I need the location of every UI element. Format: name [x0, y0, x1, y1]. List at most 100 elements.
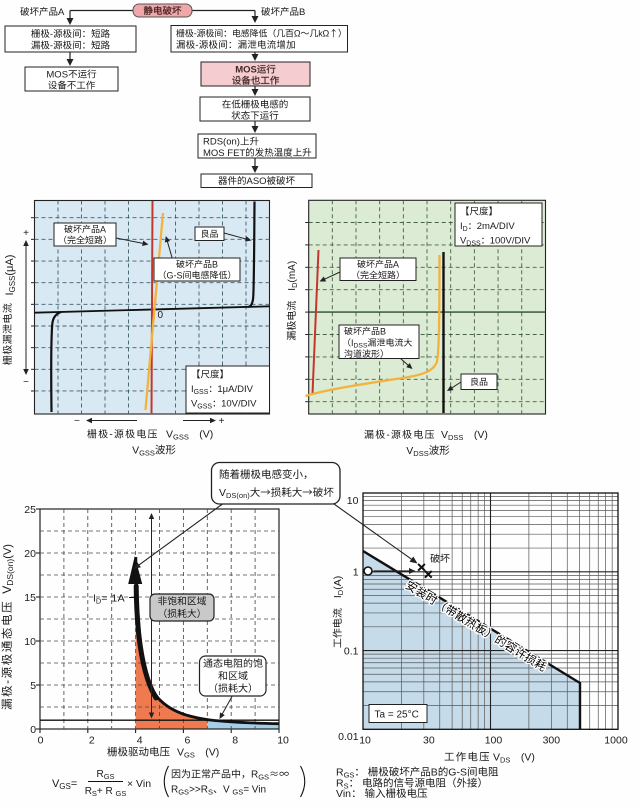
svg-text:R: R — [85, 786, 92, 797]
svg-text:B: B — [380, 326, 386, 336]
svg-text:GS: GS — [59, 782, 71, 791]
svg-text:I: I — [4, 292, 16, 295]
svg-text:(V): (V) — [2, 544, 14, 559]
svg-text:DS(on): DS(on) — [226, 491, 250, 500]
svg-text:MOS: MOS — [235, 65, 257, 76]
svg-text:V: V — [52, 778, 60, 790]
svg-text:+ R: + R — [97, 786, 113, 797]
svg-text:V: V — [493, 752, 500, 764]
svg-text:0.01: 0.01 — [338, 731, 359, 743]
svg-text:G-S: G-S — [448, 767, 467, 779]
svg-text:GSS: GSS — [194, 389, 209, 396]
svg-text:10: 10 — [277, 735, 289, 747]
svg-text:GS: GS — [258, 773, 269, 782]
svg-text:=: = — [71, 778, 77, 790]
svg-text:GS: GS — [232, 788, 243, 797]
svg-text:V: V — [441, 429, 448, 441]
svg-text:V: V — [0, 586, 14, 594]
svg-text:A: A — [100, 224, 106, 234]
svg-text:(V): (V) — [521, 752, 535, 764]
svg-text:(V): (V) — [474, 429, 488, 441]
svg-text:GS: GS — [344, 771, 355, 780]
svg-text:GS: GS — [104, 772, 115, 781]
svg-text:V: V — [219, 487, 226, 499]
svg-text:V: V — [223, 785, 230, 796]
svg-text:GSS: GSS — [8, 276, 17, 293]
svg-text:D: D — [290, 282, 299, 288]
svg-text:>>R: >>R — [189, 785, 208, 796]
svg-text:= 1A: = 1A — [101, 593, 125, 605]
svg-text:+: + — [23, 228, 29, 239]
svg-text:RDS(on): RDS(on) — [203, 137, 240, 148]
svg-text:Vin: Vin — [336, 788, 351, 800]
svg-text:-: - — [109, 430, 114, 441]
svg-text:-: - — [50, 41, 53, 52]
svg-text:GSS: GSS — [173, 433, 189, 442]
svg-text:ASO: ASO — [247, 176, 267, 187]
svg-text:-: - — [194, 29, 197, 39]
svg-text:GS: GS — [116, 789, 127, 798]
svg-text:15: 15 — [24, 592, 36, 604]
svg-text:0: 0 — [158, 310, 164, 321]
svg-text:V: V — [132, 445, 139, 457]
svg-text:D: D — [336, 589, 345, 595]
svg-text:kΩ: kΩ — [318, 29, 329, 39]
svg-text:GSS: GSS — [139, 449, 155, 458]
svg-text:4: 4 — [137, 735, 143, 747]
svg-text:I: I — [93, 593, 96, 605]
svg-text:I: I — [460, 221, 463, 232]
svg-text:A: A — [393, 259, 399, 269]
svg-text:× Vin: × Vin — [127, 778, 151, 790]
svg-text:Ω: Ω — [294, 29, 301, 39]
svg-text:25: 25 — [24, 504, 36, 516]
svg-text:= Vin: = Vin — [243, 785, 266, 796]
svg-text:S: S — [92, 789, 97, 798]
svg-text:1000: 1000 — [604, 735, 628, 747]
svg-text:1: 1 — [353, 567, 359, 579]
svg-text:0: 0 — [38, 735, 44, 747]
svg-text:R: R — [171, 785, 178, 796]
svg-text:GS: GS — [178, 788, 189, 797]
svg-text:100: 100 — [485, 735, 503, 747]
svg-text:V: V — [460, 236, 467, 247]
svg-text:I: I — [351, 338, 354, 348]
svg-text:(mA): (mA) — [287, 261, 298, 283]
svg-text:R: R — [336, 767, 344, 779]
svg-text:10V/DIV: 10V/DIV — [221, 399, 257, 410]
svg-text:8: 8 — [232, 735, 238, 747]
svg-text:2: 2 — [89, 735, 95, 747]
svg-text:300: 300 — [543, 735, 561, 747]
svg-text:Ta = 25°C: Ta = 25°C — [375, 710, 419, 721]
svg-text:V: V — [177, 747, 184, 759]
svg-text:10: 10 — [359, 735, 371, 747]
svg-text:-: - — [2, 678, 14, 683]
svg-text:R: R — [251, 770, 258, 781]
svg-text:I: I — [191, 384, 194, 395]
svg-text:S: S — [344, 782, 349, 791]
svg-text:2mA/DIV: 2mA/DIV — [477, 221, 516, 232]
svg-text:20: 20 — [24, 548, 36, 560]
svg-text:DSS: DSS — [354, 343, 368, 350]
svg-text:B: B — [299, 7, 305, 18]
svg-text:10: 10 — [24, 636, 36, 648]
svg-text:R: R — [336, 778, 344, 790]
svg-text:R: R — [97, 769, 104, 780]
svg-text:(V): (V) — [205, 747, 219, 759]
svg-text:I: I — [332, 595, 344, 598]
svg-text:-: - — [386, 430, 391, 441]
svg-text:G-S: G-S — [167, 270, 183, 280]
svg-text:(μA): (μA) — [4, 255, 16, 276]
svg-text:-: - — [50, 29, 53, 40]
svg-text:GSS: GSS — [197, 404, 212, 411]
svg-text:MOS FET: MOS FET — [203, 148, 245, 159]
svg-text:S: S — [208, 788, 213, 797]
svg-text:V: V — [406, 445, 413, 457]
svg-text:-: - — [195, 40, 198, 51]
svg-text:MOS: MOS — [46, 69, 68, 80]
svg-text:B: B — [212, 259, 218, 269]
svg-text:(V): (V) — [199, 429, 213, 441]
svg-text:D: D — [463, 226, 468, 233]
svg-text:D: D — [96, 597, 102, 606]
svg-text:DS(on): DS(on) — [5, 559, 15, 586]
svg-text:DSS: DSS — [466, 241, 481, 248]
